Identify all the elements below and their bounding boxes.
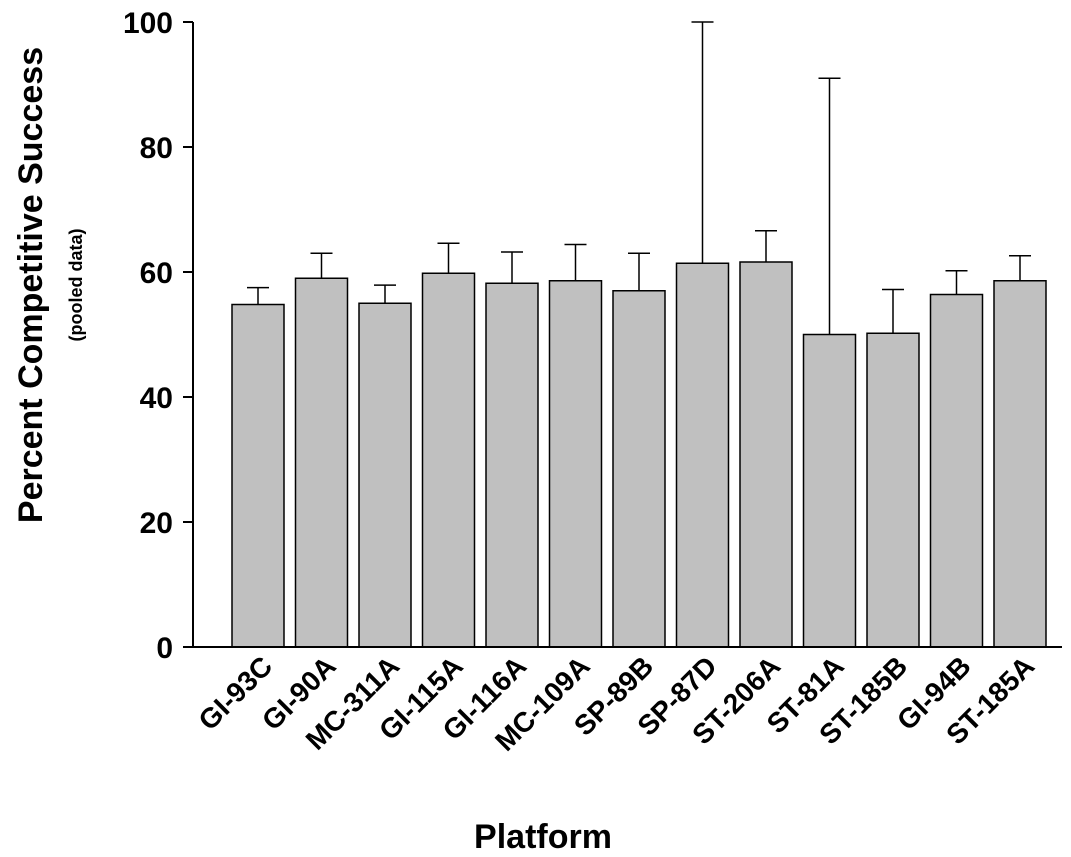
- bar: [866, 332, 920, 648]
- y-tick-label: 20: [140, 507, 173, 540]
- bar: [739, 261, 793, 648]
- y-tick-label: 40: [140, 382, 173, 415]
- bar: [231, 303, 285, 648]
- bar: [358, 302, 412, 648]
- y-tick-label: 100: [123, 7, 173, 40]
- error-bars-group: [247, 21, 1031, 335]
- y-tick-labels: 0 20 40 60 80 100: [123, 7, 193, 665]
- bars-group: [231, 261, 1047, 648]
- bar: [548, 280, 603, 648]
- y-tick-label: 80: [140, 132, 173, 165]
- x-axis-title: Platform: [474, 818, 612, 856]
- bar: [421, 272, 476, 648]
- bar: [485, 282, 539, 648]
- y-tick-label: 0: [156, 632, 173, 665]
- bar: [993, 280, 1047, 648]
- y-axis-subtitle: (pooled data): [66, 229, 86, 342]
- bar: [294, 277, 349, 648]
- bar: [612, 290, 666, 648]
- bar: [802, 333, 857, 648]
- bar: [675, 262, 730, 648]
- x-tick-labels: GI-93CGI-90AMC-311AGI-115AGI-116AMC-109A…: [193, 650, 1041, 757]
- y-tick-label: 60: [140, 257, 173, 290]
- bar: [929, 293, 984, 648]
- y-axis-title: Percent Competitive Success: [12, 47, 50, 523]
